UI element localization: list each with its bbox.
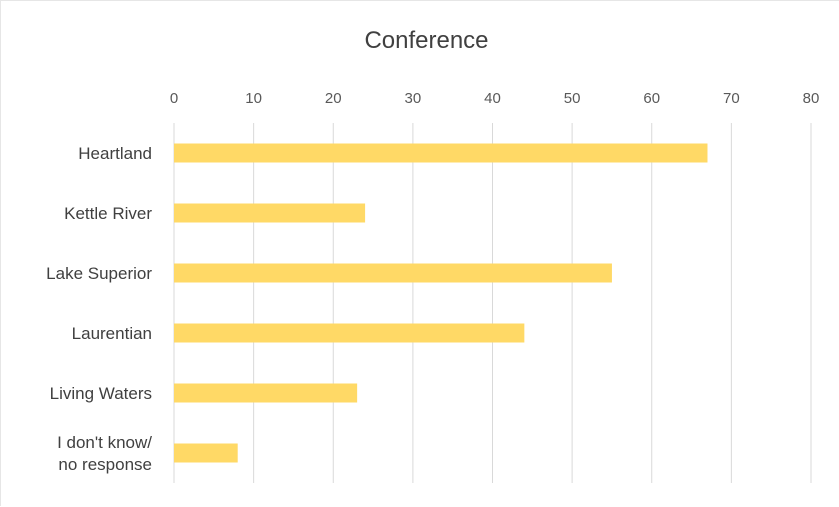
category-label: Laurentian xyxy=(72,324,152,343)
bar-5 xyxy=(174,383,358,403)
category-label: Lake Superior xyxy=(46,264,152,283)
bar-6 xyxy=(174,443,238,463)
x-tick-label: 20 xyxy=(325,90,342,107)
bar-4 xyxy=(174,323,525,343)
x-tick-label: 60 xyxy=(643,90,660,107)
category-label: Heartland xyxy=(78,144,152,163)
x-tick-label: 40 xyxy=(484,90,501,107)
bar-1 xyxy=(174,143,708,163)
category-label: I don't know/no response xyxy=(57,433,152,474)
category-label: Living Waters xyxy=(50,384,152,403)
x-tick-label: 30 xyxy=(405,90,422,107)
x-tick-label: 50 xyxy=(564,90,581,107)
chart-title: Conference xyxy=(364,27,489,54)
x-tick-label: 70 xyxy=(723,90,740,107)
x-tick-label: 80 xyxy=(803,90,820,107)
x-tick-label: 10 xyxy=(245,90,262,107)
x-tick-label: 0 xyxy=(170,90,178,107)
bar-3 xyxy=(174,263,612,283)
category-label: Kettle River xyxy=(64,204,152,223)
bar-2 xyxy=(174,203,366,223)
